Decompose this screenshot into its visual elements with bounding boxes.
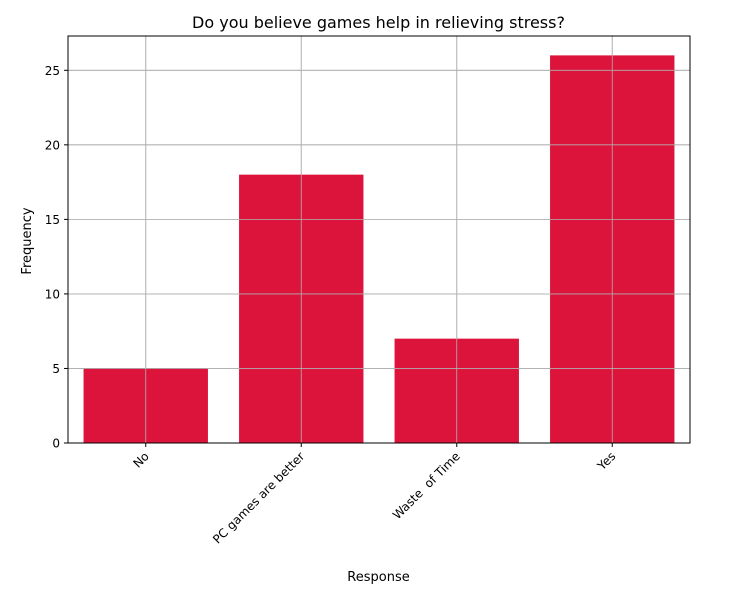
y-tick-label: 15 <box>45 213 60 227</box>
x-axis-ticks: No PC games are better Waste of Time Yes <box>130 443 618 546</box>
y-tick-label: 5 <box>52 362 60 376</box>
y-axis-ticks: 0 5 10 15 20 25 <box>45 64 68 451</box>
x-tick-label: Yes <box>594 449 618 473</box>
y-tick-label: 25 <box>45 64 60 78</box>
y-axis-label: Frequency <box>20 207 35 274</box>
plot-frame <box>67 35 691 444</box>
x-tick-label: PC games are better <box>210 449 307 546</box>
x-tick-label: No <box>130 449 151 470</box>
y-tick-label: 20 <box>45 138 60 152</box>
y-tick-label: 10 <box>45 287 60 301</box>
chart-title: Do you believe games help in relieving s… <box>192 13 565 32</box>
x-tick-label: Waste of Time <box>390 449 463 522</box>
y-tick-label: 0 <box>52 437 60 451</box>
bars <box>83 55 675 443</box>
x-axis-label: Response <box>347 570 409 585</box>
